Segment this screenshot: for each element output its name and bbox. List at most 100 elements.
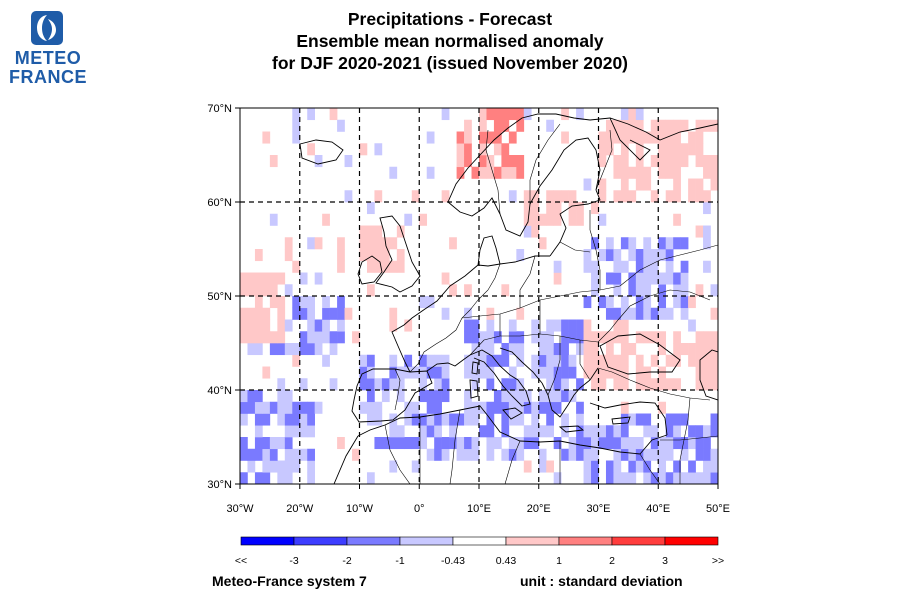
lon-tick-label: 50°E bbox=[706, 503, 730, 515]
anomaly-cell bbox=[464, 155, 472, 168]
lat-tick-label: 40°N bbox=[207, 385, 232, 397]
anomaly-cell bbox=[456, 437, 465, 450]
anomaly-cell bbox=[546, 366, 554, 379]
anomaly-cell bbox=[508, 131, 517, 144]
anomaly-cell bbox=[531, 413, 540, 426]
anomaly-cell bbox=[635, 296, 644, 309]
anomaly-cell bbox=[277, 307, 286, 320]
anomaly-cell bbox=[531, 366, 540, 379]
colorbar-label: 0.43 bbox=[496, 555, 517, 567]
anomaly-cell bbox=[680, 343, 689, 356]
anomaly-cell bbox=[247, 272, 256, 285]
anomaly-cell bbox=[665, 237, 674, 250]
anomaly-cell bbox=[605, 119, 614, 132]
anomaly-cell bbox=[374, 401, 383, 414]
anomaly-cell bbox=[628, 343, 637, 356]
anomaly-cell bbox=[322, 331, 330, 344]
anomaly-cell bbox=[591, 472, 599, 484]
anomaly-cell bbox=[710, 166, 718, 179]
anomaly-cell bbox=[688, 296, 696, 309]
anomaly-cell bbox=[688, 319, 696, 332]
anomaly-cell bbox=[620, 378, 629, 391]
anomaly-cell bbox=[359, 378, 368, 391]
colorbar-swatch bbox=[240, 536, 295, 546]
anomaly-cell bbox=[591, 460, 599, 473]
anomaly-cell bbox=[277, 413, 286, 426]
anomaly-cell bbox=[292, 460, 301, 473]
anomaly-cell bbox=[628, 448, 637, 461]
anomaly-cell bbox=[284, 413, 293, 426]
anomaly-cell bbox=[508, 378, 517, 391]
anomaly-cell bbox=[277, 390, 286, 403]
lat-tick-label: 60°N bbox=[207, 197, 232, 209]
anomaly-cell bbox=[464, 366, 472, 379]
anomaly-cell bbox=[411, 460, 420, 473]
anomaly-cell bbox=[493, 354, 502, 367]
anomaly-cell bbox=[538, 401, 547, 414]
anomaly-cell bbox=[673, 472, 681, 484]
anomaly-cell bbox=[434, 413, 442, 426]
anomaly-cell bbox=[703, 472, 711, 484]
anomaly-cell bbox=[605, 307, 614, 320]
anomaly-cell bbox=[381, 249, 390, 262]
anomaly-cell bbox=[665, 448, 674, 461]
anomaly-cell bbox=[673, 331, 681, 344]
anomaly-cell bbox=[546, 354, 554, 367]
anomaly-cell bbox=[583, 472, 592, 484]
anomaly-cell bbox=[605, 366, 614, 379]
anomaly-cell bbox=[247, 343, 256, 356]
anomaly-cell bbox=[613, 331, 622, 344]
anomaly-cell bbox=[501, 378, 510, 391]
anomaly-cell bbox=[620, 119, 629, 132]
anomaly-cell bbox=[396, 366, 405, 379]
anomaly-cell bbox=[464, 401, 472, 414]
anomaly-cell bbox=[508, 390, 517, 403]
anomaly-cell bbox=[710, 378, 718, 391]
anomaly-cell bbox=[254, 296, 263, 309]
anomaly-cell bbox=[591, 237, 599, 250]
colorbar-label: 3 bbox=[662, 555, 668, 567]
anomaly-cell bbox=[658, 284, 667, 297]
anomaly-cell bbox=[688, 143, 696, 156]
anomaly-cell bbox=[703, 260, 711, 273]
anomaly-cell bbox=[561, 319, 569, 332]
anomaly-cell bbox=[501, 108, 510, 121]
anomaly-cell bbox=[479, 425, 487, 438]
anomaly-cell bbox=[299, 448, 308, 461]
anomaly-cell bbox=[299, 413, 308, 426]
anomaly-cell bbox=[449, 284, 457, 297]
anomaly-cell bbox=[523, 108, 532, 121]
colorbar-swatch bbox=[452, 536, 507, 546]
anomaly-cell bbox=[516, 249, 525, 262]
anomaly-cell bbox=[605, 249, 614, 262]
anomaly-cell bbox=[366, 413, 375, 426]
anomaly-cell bbox=[576, 413, 584, 426]
anomaly-cell bbox=[269, 460, 278, 473]
anomaly-cell bbox=[635, 413, 644, 426]
anomaly-cell bbox=[389, 425, 398, 438]
anomaly-cell bbox=[501, 354, 510, 367]
anomaly-cell bbox=[299, 331, 308, 344]
anomaly-cell bbox=[254, 390, 263, 403]
anomaly-cell bbox=[576, 425, 584, 438]
anomaly-cell bbox=[568, 437, 577, 450]
anomaly-cell bbox=[247, 448, 256, 461]
anomaly-cell bbox=[277, 401, 286, 414]
anomaly-cell bbox=[688, 131, 696, 144]
anomaly-cell bbox=[352, 448, 360, 461]
anomaly-cell bbox=[486, 331, 495, 344]
anomaly-cell bbox=[404, 437, 413, 450]
anomaly-cell bbox=[404, 366, 413, 379]
anomaly-cell bbox=[620, 155, 629, 168]
anomaly-cell bbox=[583, 331, 592, 344]
anomaly-cell bbox=[703, 155, 711, 168]
anomaly-cell bbox=[441, 190, 450, 203]
anomaly-cell bbox=[471, 319, 480, 332]
coastlines bbox=[299, 113, 718, 484]
anomaly-cell bbox=[665, 143, 674, 156]
anomaly-cell bbox=[635, 131, 644, 144]
anomaly-cell bbox=[635, 307, 644, 320]
anomaly-cell bbox=[658, 155, 667, 168]
anomaly-cell bbox=[471, 331, 480, 344]
lat-tick-label: 30°N bbox=[207, 479, 232, 491]
